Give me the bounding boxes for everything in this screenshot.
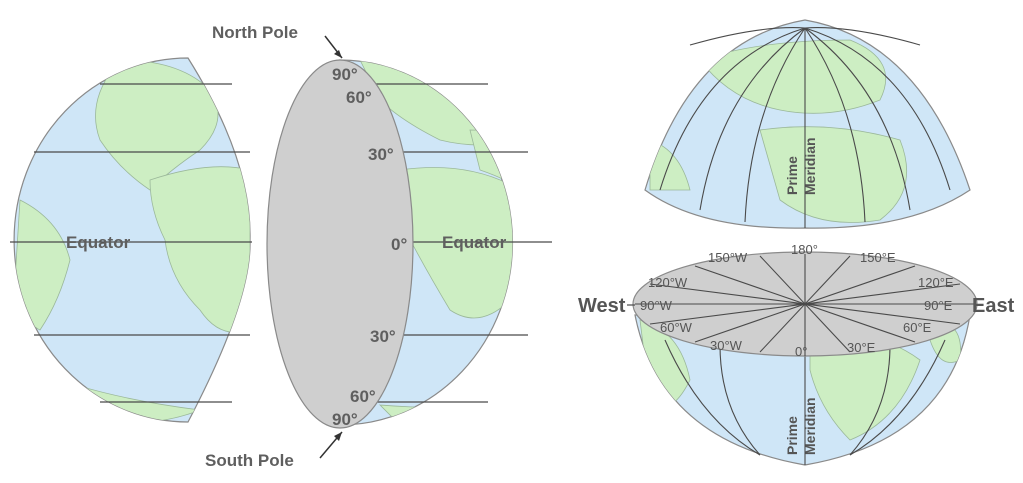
- northern-dome: [644, 19, 971, 229]
- latitude-label: 60°: [350, 387, 376, 406]
- southern-meridians: [664, 339, 946, 465]
- prime-meridian-label-top-2: Meridian: [802, 137, 818, 195]
- latitude-label: 90°: [332, 65, 358, 84]
- prime-meridian-label-top-1: Prime: [784, 156, 800, 195]
- latitude-label: 30°: [368, 145, 394, 164]
- longitude-label: 30°W: [710, 338, 743, 353]
- latitude-label: 90°: [332, 410, 358, 429]
- west-label: West: [578, 295, 626, 317]
- longitude-label: 120°W: [648, 275, 688, 290]
- longitude-label: 120°E: [918, 275, 954, 290]
- south-pole-label: South Pole: [205, 451, 294, 470]
- longitude-label: 30°E: [847, 340, 876, 355]
- east-label: East: [972, 295, 1015, 317]
- cut-face-ellipse: [266, 59, 414, 429]
- prime-meridian-label-bottom-1: Prime: [784, 416, 800, 455]
- longitude-label: 0°: [795, 344, 807, 359]
- longitude-label: 150°E: [860, 250, 896, 265]
- longitude-spokes: [635, 254, 975, 356]
- longitude-label: 90°E: [924, 298, 953, 313]
- longitude-label: 90°W: [640, 298, 673, 313]
- longitude-label: 150°W: [708, 250, 748, 265]
- northern-meridians: [659, 27, 951, 228]
- longitude-label: 180°: [791, 242, 818, 257]
- pole-arrows: [319, 35, 343, 459]
- latitude-label: 0°: [391, 235, 407, 254]
- north-pole-label: North Pole: [212, 23, 298, 42]
- latitude-label: 30°: [370, 327, 396, 346]
- longitude-label: 60°E: [903, 320, 932, 335]
- longitude-label: 60°W: [660, 320, 693, 335]
- prime-meridian-label-bottom-2: Meridian: [802, 397, 818, 455]
- equator-label-left: Equator: [66, 233, 131, 252]
- equator-label-right: Equator: [442, 233, 507, 252]
- latitude-label: 60°: [346, 88, 372, 107]
- west-globe-half: [10, 57, 252, 423]
